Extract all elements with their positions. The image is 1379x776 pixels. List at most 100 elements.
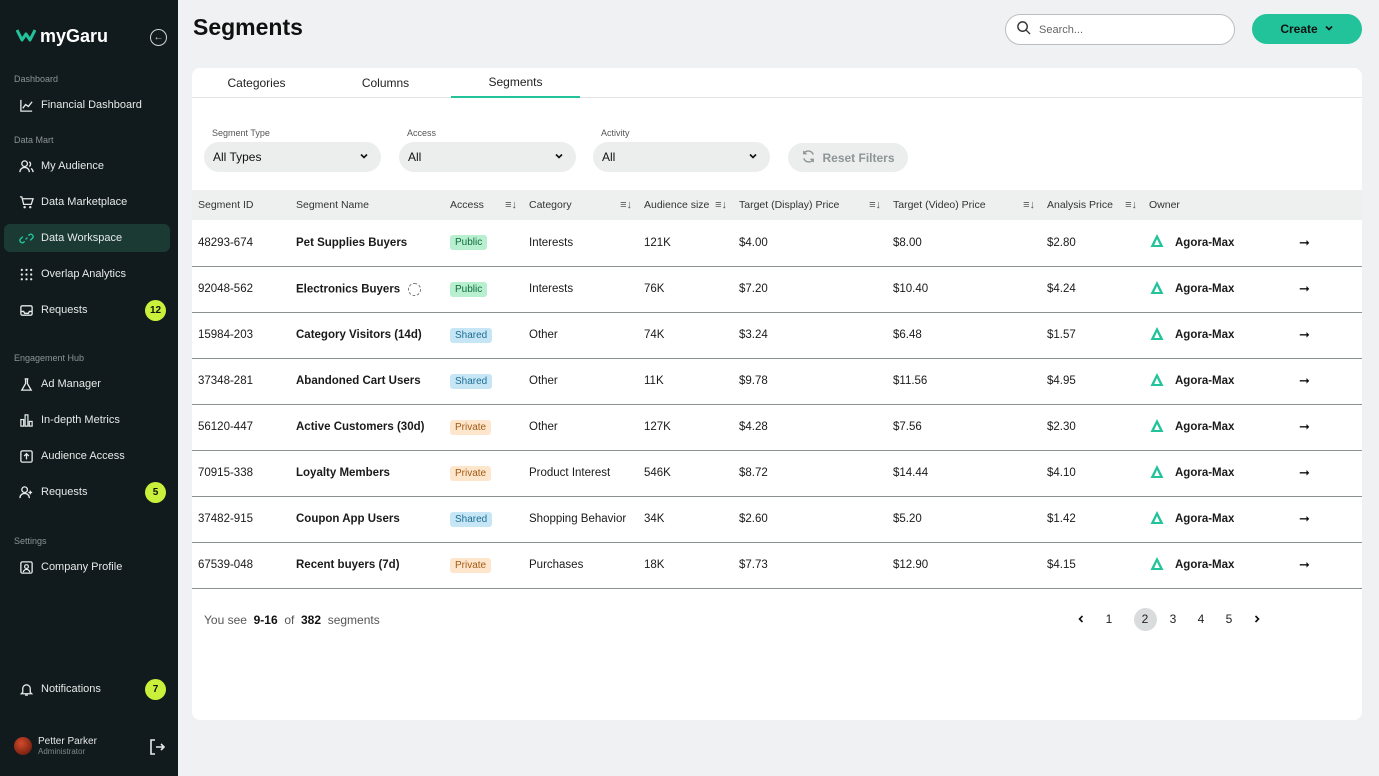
activity-filter: Activity All: [593, 128, 770, 172]
column-header-analysis-price[interactable]: Analysis Price ≡↓: [1047, 199, 1137, 211]
row-action[interactable]: ➞: [1293, 358, 1362, 404]
sort-icon[interactable]: ≡↓: [715, 199, 727, 211]
create-button[interactable]: Create: [1252, 14, 1362, 44]
arrow-right-icon[interactable]: ➞: [1299, 234, 1310, 250]
agora-logo-icon: [1149, 510, 1165, 529]
search-input[interactable]: [1039, 23, 1209, 36]
arrow-right-icon[interactable]: ➞: [1299, 465, 1310, 480]
table-row[interactable]: 37482-915 Coupon App Users Shared Shopping …: [192, 496, 1362, 542]
column-header-owner[interactable]: Owner: [1149, 199, 1180, 211]
segment-name[interactable]: Loyalty Members: [296, 467, 390, 479]
brand-logo[interactable]: myGaru: [15, 26, 108, 47]
next-page-chevron-right-icon[interactable]: [1243, 608, 1271, 630]
sidebar-item-company-profile[interactable]: Company Profile: [4, 553, 170, 581]
sidebar-item-financial-dashboard[interactable]: Financial Dashboard: [4, 91, 170, 119]
engagement-requests-count-badge: 5: [145, 482, 166, 503]
sort-icon[interactable]: ≡↓: [620, 199, 632, 211]
arrow-right-icon[interactable]: ➞: [1299, 419, 1310, 434]
segment-name[interactable]: Abandoned Cart Users: [296, 375, 421, 387]
sidebar-item-audience-access[interactable]: Audience Access: [4, 442, 170, 470]
sidebar-item-data-marketplace[interactable]: Data Marketplace: [4, 188, 170, 216]
sidebar-item-in-depth-metrics[interactable]: In-depth Metrics: [4, 406, 170, 434]
column-header-access[interactable]: Access ≡↓: [450, 199, 517, 211]
sort-icon[interactable]: ≡↓: [1023, 199, 1035, 211]
segment-name[interactable]: Category Visitors (14d): [296, 329, 422, 341]
sidebar-item-ad-manager[interactable]: Ad Manager: [4, 370, 170, 398]
activity-select[interactable]: All: [593, 142, 770, 172]
sort-icon[interactable]: ≡↓: [1125, 199, 1137, 211]
owner-name: Agora-Max: [1175, 467, 1235, 479]
access-cell: Private: [444, 404, 523, 450]
arrow-right-icon[interactable]: ➞: [1299, 327, 1310, 342]
row-action[interactable]: ➞: [1293, 220, 1362, 266]
access-badge: Private: [450, 419, 492, 435]
audience-size: 76K: [644, 283, 665, 295]
sidebar-item-my-audience[interactable]: My Audience: [4, 152, 170, 180]
display-price: $7.20: [739, 283, 768, 295]
search-box[interactable]: [1005, 14, 1235, 45]
sidebar-item-data-workspace[interactable]: Data Workspace: [4, 224, 170, 252]
row-action[interactable]: ➞: [1293, 312, 1362, 358]
garu-logo-icon: [15, 26, 37, 47]
segment-name[interactable]: Pet Supplies Buyers: [296, 236, 408, 249]
video-price: $8.00: [893, 236, 922, 249]
segment-name[interactable]: Active Customers (30d): [296, 421, 425, 433]
sidebar-item-notifications[interactable]: Notifications 7: [4, 675, 170, 703]
bar-chart-icon: [18, 412, 34, 428]
arrow-right-icon[interactable]: ➞: [1299, 373, 1310, 388]
page-button[interactable]: 3: [1169, 612, 1177, 626]
column-header-display-price[interactable]: Target (Display) Price ≡↓: [739, 199, 881, 211]
page-button[interactable]: 1: [1105, 612, 1113, 626]
column-header-category[interactable]: Category ≡↓: [529, 199, 632, 211]
row-action[interactable]: ➞: [1293, 404, 1362, 450]
tab-columns[interactable]: Columns: [361, 76, 410, 90]
collapse-sidebar-icon[interactable]: ←: [150, 29, 167, 46]
table-row[interactable]: 70915-338 Loyalty Members Private Product I…: [192, 450, 1362, 496]
segment-type-select[interactable]: All Types: [204, 142, 381, 172]
segment-name[interactable]: Electronics Buyers: [290, 266, 444, 312]
page-button[interactable]: 5: [1225, 612, 1233, 626]
access-select[interactable]: All: [399, 142, 576, 172]
table-row[interactable]: 92048-562 Electronics Buyers Public Interes…: [192, 266, 1362, 312]
table-row[interactable]: 67539-048 Recent buyers (7d) Private Purcha…: [192, 542, 1362, 588]
column-header-audience-size[interactable]: Audience size ≡↓: [644, 199, 727, 211]
column-header-video-price[interactable]: Target (Video) Price ≡↓: [893, 199, 1035, 211]
row-action[interactable]: ➞: [1293, 542, 1362, 588]
row-action[interactable]: ➞: [1293, 266, 1362, 312]
table-row[interactable]: 15984-203 Category Visitors (14d) Shared Ot…: [192, 312, 1362, 358]
access-badge: Shared: [450, 511, 493, 527]
prev-page-chevron-left-icon[interactable]: [1067, 608, 1095, 630]
owner-cell: Agora-Max: [1143, 450, 1293, 496]
segment-id: 56120-447: [198, 421, 253, 433]
sidebar-item-requests[interactable]: Requests 12: [4, 296, 170, 324]
segment-type-filter: Segment Type All Types: [204, 128, 381, 172]
sort-icon[interactable]: ≡↓: [869, 199, 881, 211]
column-header-segment-id[interactable]: Segment ID: [198, 199, 254, 211]
row-action[interactable]: ➞: [1293, 450, 1362, 496]
table-row[interactable]: 48293-674 Pet Supplies Buyers Public Intere…: [192, 220, 1362, 266]
row-action[interactable]: ➞: [1293, 496, 1362, 542]
table-row[interactable]: 56120-447 Active Customers (30d) Private Ot…: [192, 404, 1362, 450]
tab-categories[interactable]: Categories: [227, 76, 286, 90]
access-badge: Public: [450, 235, 488, 251]
segment-id: 37482-915: [198, 513, 253, 525]
segment-name[interactable]: Coupon App Users: [296, 513, 400, 525]
sort-icon[interactable]: ≡↓: [505, 199, 517, 211]
owner-name: Agora-Max: [1175, 375, 1235, 387]
user-profile[interactable]: Petter Parker Administrator: [14, 736, 97, 756]
select-value: All: [408, 150, 422, 164]
sidebar-item-requests-engagement[interactable]: Requests 5: [4, 478, 170, 506]
tab-segments[interactable]: Segments: [451, 68, 580, 98]
arrow-right-icon[interactable]: ➞: [1299, 511, 1310, 526]
section-label-data-mart: Data Mart: [14, 135, 54, 145]
page-button-current[interactable]: 2: [1131, 607, 1159, 631]
column-header-segment-name[interactable]: Segment Name: [296, 199, 369, 211]
page-button[interactable]: 4: [1197, 612, 1205, 626]
logout-icon[interactable]: [148, 738, 166, 756]
segment-name[interactable]: Recent buyers (7d): [296, 559, 400, 571]
table-row[interactable]: 37348-281 Abandoned Cart Users Shared Other…: [192, 358, 1362, 404]
sidebar-item-overlap-analytics[interactable]: Overlap Analytics: [4, 260, 170, 288]
arrow-right-icon[interactable]: ➞: [1299, 281, 1310, 296]
reset-filters-button[interactable]: Reset Filters: [788, 143, 908, 172]
arrow-right-icon[interactable]: ➞: [1299, 557, 1310, 572]
